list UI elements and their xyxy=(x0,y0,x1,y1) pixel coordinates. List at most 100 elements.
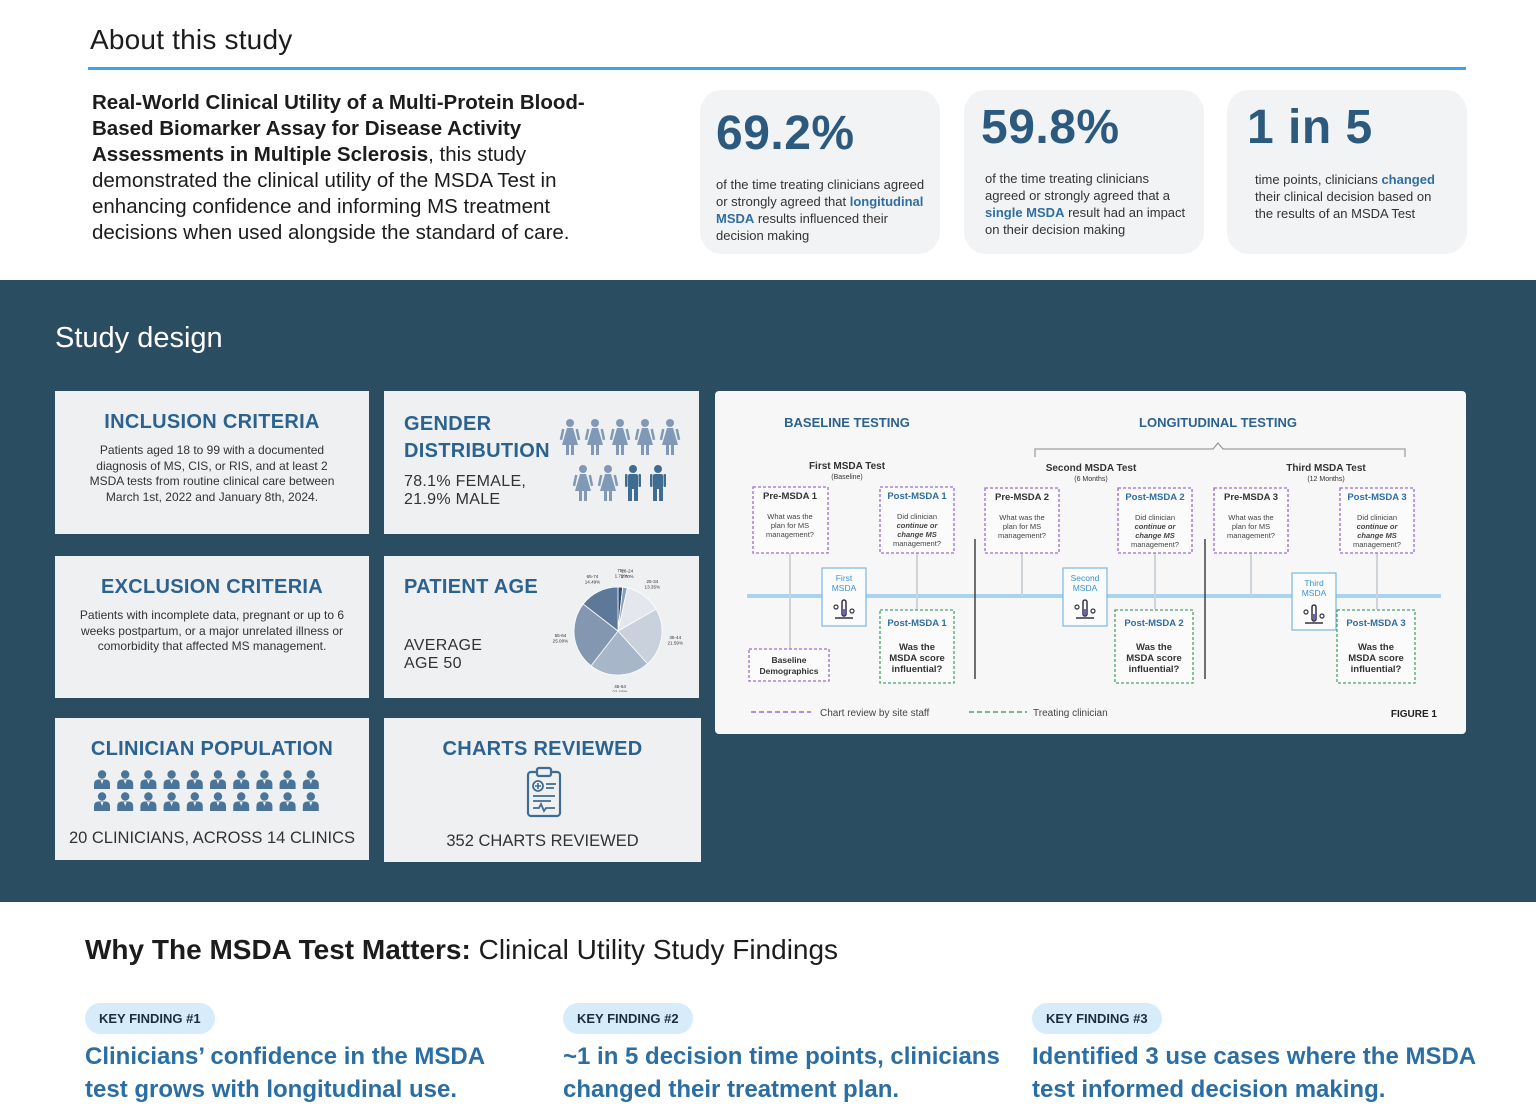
svg-text:MSDA: MSDA xyxy=(832,583,857,593)
inclusion-title: INCLUSION CRITERIA xyxy=(104,411,320,433)
svg-text:plan for MS: plan for MS xyxy=(1003,522,1041,531)
svg-text:What was the: What was the xyxy=(767,512,812,521)
study-design-section: Study design INCLUSION CRITERIA Patients… xyxy=(0,280,1536,902)
svg-text:Baseline: Baseline xyxy=(772,655,807,665)
gender-title: GENDER DISTRIBUTION xyxy=(404,413,550,462)
pie-label: 65-74 xyxy=(587,574,599,579)
clinician-title: CLINICIAN POPULATION xyxy=(90,738,334,760)
study-summary: , this study demonstrated the clinical u… xyxy=(92,143,570,244)
baseline-testing-title: BASELINE TESTING xyxy=(784,415,910,430)
patient-age-card: PATIENT AGE AVERAGE AGE 50 75+ 1.70% 18-24 1… xyxy=(384,556,699,698)
svg-text:Pre-MSDA 3: Pre-MSDA 3 xyxy=(1224,492,1278,503)
stat-description: of the time treating clinicians agreed o… xyxy=(985,171,1186,237)
clinician-icon xyxy=(117,792,134,811)
about-section: About this study Real-World Clinical Uti… xyxy=(0,0,1536,280)
svg-text:management?: management? xyxy=(893,539,941,548)
pre-msda-3-box: Pre-MSDA 3 What was the plan for MS mana… xyxy=(1213,487,1289,554)
clinician-icon xyxy=(94,770,110,789)
svg-text:MSDA score: MSDA score xyxy=(1126,653,1182,664)
svg-text:Post-MSDA 3: Post-MSDA 3 xyxy=(1346,618,1405,629)
svg-text:influential?: influential? xyxy=(1129,664,1180,675)
svg-text:change MS: change MS xyxy=(1135,531,1175,540)
gender-distribution-card: GENDER DISTRIBUTION 78.1% FEMALE, 21.9% MA… xyxy=(384,391,699,534)
svg-text:MSDA score: MSDA score xyxy=(1348,653,1404,664)
svg-text:Post-MSDA 3: Post-MSDA 3 xyxy=(1347,492,1406,503)
svg-text:MSDA score: MSDA score xyxy=(889,653,945,664)
pie-label: 18-24 xyxy=(621,569,633,574)
timeline-connectors xyxy=(789,553,1378,649)
post-msda-1-chart-box: Post-MSDA 1 Did clinician continue or ch… xyxy=(879,486,955,554)
svg-text:Post-MSDA 1: Post-MSDA 1 xyxy=(887,491,947,502)
svg-text:Did clinician: Did clinician xyxy=(1357,513,1397,522)
clinician-icon xyxy=(117,770,134,789)
pie-value-label: 22.16% xyxy=(612,689,628,692)
svg-text:management?: management? xyxy=(766,530,814,539)
charts-title: CHARTS REVIEWED xyxy=(442,738,643,760)
gender-icons xyxy=(559,419,681,501)
svg-text:management?: management? xyxy=(1227,531,1275,540)
inclusion-criteria-card: INCLUSION CRITERIA Patients aged 18 to 9… xyxy=(55,391,369,534)
post-msda-1-clinician-box: Post-MSDA 1 Was the MSDA score influenti… xyxy=(879,609,955,684)
charts-count: 352 CHARTS REVIEWED xyxy=(446,832,639,850)
female-icon xyxy=(584,419,606,455)
third-test-label: Third MSDA Test xyxy=(1286,463,1366,474)
female-icon xyxy=(609,419,631,455)
key-finding-1-pill: KEY FINDING #1 xyxy=(85,1003,215,1034)
inclusion-text: Patients aged 18 to 99 with a documented… xyxy=(89,443,335,504)
svg-text:Pre-MSDA 2: Pre-MSDA 2 xyxy=(995,492,1049,503)
age-title: PATIENT AGE xyxy=(404,576,539,598)
age-values: AVERAGE AGE 50 xyxy=(404,637,483,672)
pie-value-label: 25.00% xyxy=(553,639,569,644)
first-test-when: (Baseline) xyxy=(831,474,863,481)
clinician-icon xyxy=(233,792,250,811)
findings-title: Why The MSDA Test Matters: Clinical Util… xyxy=(85,934,839,965)
pie-label: 75+ xyxy=(617,568,625,573)
svg-text:Did clinician: Did clinician xyxy=(1135,513,1175,522)
clinician-icons xyxy=(94,770,319,811)
male-icon xyxy=(625,465,641,501)
exclusion-text: Patients with incomplete data, pregnant … xyxy=(79,608,345,653)
third-test-when: (12 Months) xyxy=(1307,476,1344,483)
svg-text:continue or: continue or xyxy=(897,521,939,530)
svg-text:Third: Third xyxy=(1304,578,1324,588)
clinician-icon xyxy=(210,770,226,789)
post-msda-3-clinician-box: Post-MSDA 3 Was the MSDA score influenti… xyxy=(1336,609,1416,684)
post-msda-2-clinician-box: Post-MSDA 2 Was the MSDA score influenti… xyxy=(1114,609,1194,684)
first-msda-marker: First MSDA xyxy=(821,567,867,627)
pie-label: 25-34 xyxy=(646,579,658,584)
svg-text:change MS: change MS xyxy=(1357,531,1397,540)
pie-slice-65-74 xyxy=(582,586,619,632)
svg-text:MSDA: MSDA xyxy=(1073,583,1098,593)
svg-text:Was the: Was the xyxy=(1358,642,1394,653)
baseline-demographics-box: Baseline Demographics xyxy=(748,648,830,682)
stat-description: time points, clinicians changed their cl… xyxy=(1255,172,1435,221)
pie-label: 55-64 xyxy=(555,633,567,638)
stat-card-single: 59.8% of the time treating clinicians ag… xyxy=(964,90,1204,254)
svg-text:plan for MS: plan for MS xyxy=(771,521,809,530)
svg-text:management?: management? xyxy=(1131,540,1179,549)
svg-text:Post-MSDA 2: Post-MSDA 2 xyxy=(1125,492,1184,503)
study-design-title: Study design xyxy=(55,322,223,354)
clinician-icon xyxy=(140,770,157,789)
third-msda-marker: Third MSDA xyxy=(1291,572,1337,631)
stat-description: of the time treating clinicians agreed o… xyxy=(716,177,925,243)
clipboard-icon xyxy=(526,766,562,818)
clinician-icon xyxy=(256,792,273,811)
study-timeline-figure: BASELINE TESTING LONGITUDINAL TESTING Fi… xyxy=(715,391,1466,734)
svg-text:What was the: What was the xyxy=(999,513,1044,522)
stat-value: 69.2% xyxy=(716,107,855,160)
svg-text:First: First xyxy=(836,573,853,583)
clinician-icon xyxy=(256,770,273,789)
pie-value-label: 1.70% xyxy=(615,574,628,579)
clinician-icon xyxy=(302,792,319,811)
stat-value: 59.8% xyxy=(981,101,1120,154)
post-msda-3-chart-box: Post-MSDA 3 Did clinician continue or ch… xyxy=(1339,487,1415,554)
female-icon xyxy=(559,419,581,455)
key-finding-2-headline: ~1 in 5 decision time points, clinicians… xyxy=(563,1043,1000,1103)
post-msda-2-chart-box: Post-MSDA 2 Did clinician continue or ch… xyxy=(1117,487,1193,554)
longitudinal-testing-title: LONGITUDINAL TESTING xyxy=(1139,415,1297,430)
clinician-icon xyxy=(140,792,157,811)
clinician-icon xyxy=(279,770,296,789)
clinician-icon xyxy=(186,792,203,811)
pie-slice-45-54 xyxy=(590,630,648,676)
